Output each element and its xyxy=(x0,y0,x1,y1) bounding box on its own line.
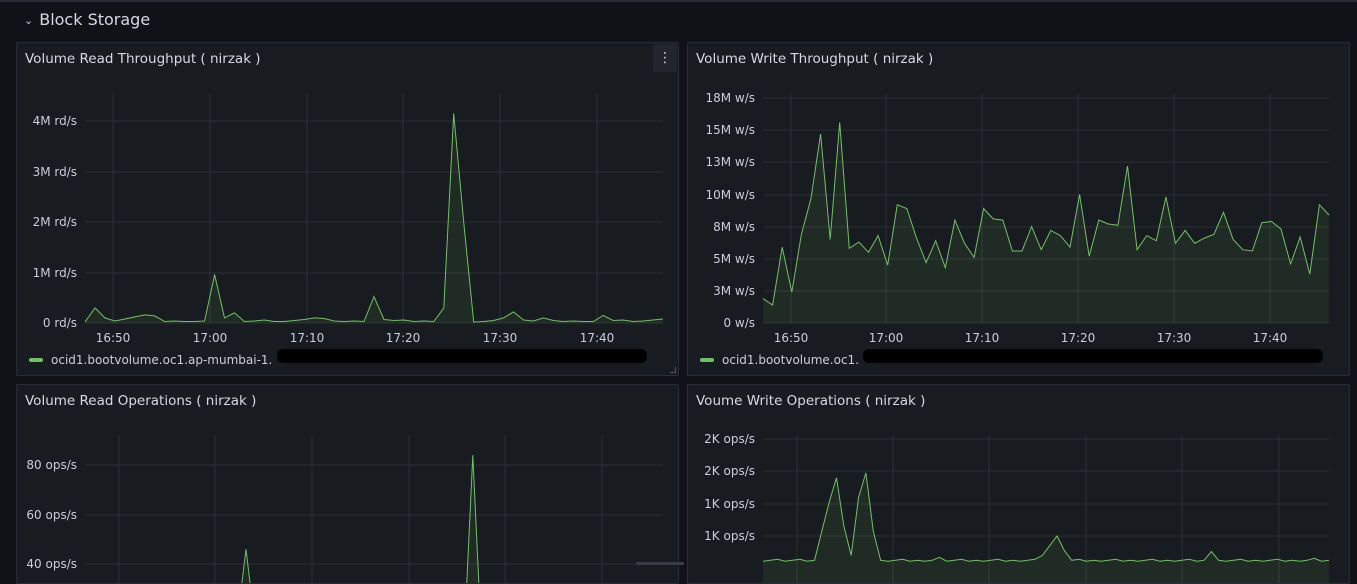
panel-title[interactable]: Volume Write Throughput ( nirzak ) xyxy=(696,51,934,67)
y-tick-label: 1M rd/s xyxy=(33,266,77,280)
series-line xyxy=(762,472,1330,562)
top-divider xyxy=(0,0,1357,2)
series-line xyxy=(762,122,1330,306)
x-tick-label: 17:20 xyxy=(1061,331,1096,345)
write-throughput-chart[interactable]: 0 w/s 3M w/s 5M w/s 8M w/s 10M w/s 13M w/s 15M… xyxy=(688,43,1350,376)
x-tick-label: 16:50 xyxy=(774,331,809,345)
legend-label: ocid1.bootvolume.oc1. xyxy=(722,353,860,367)
y-tick-label: 60 ops/s xyxy=(26,508,77,522)
redaction-mark xyxy=(277,349,647,363)
panel-title[interactable]: Volume Read Throughput ( nirzak ) xyxy=(25,51,261,67)
row-title: Block Storage xyxy=(39,9,151,29)
panel-title[interactable]: Voume Write Operations ( nirzak ) xyxy=(696,393,926,409)
panel-write-operations[interactable]: Voume Write Operations ( nirzak ) 1K ops… xyxy=(687,384,1350,584)
legend-swatch xyxy=(700,358,714,362)
x-tick-label: 17:40 xyxy=(580,331,615,345)
panel-write-throughput[interactable]: Volume Write Throughput ( nirzak ) 0 w/s… xyxy=(687,42,1350,376)
y-tick-label: 3M w/s xyxy=(713,284,755,298)
x-tick-label: 17:40 xyxy=(1253,331,1288,345)
y-tick-label: 0 rd/s xyxy=(43,316,77,330)
x-tick-label: 17:00 xyxy=(869,331,904,345)
x-tick-label: 17:10 xyxy=(965,331,1000,345)
panel-read-operations[interactable]: Volume Read Operations ( nirzak ) 40 ops… xyxy=(16,384,679,584)
y-tick-label: 0 w/s xyxy=(723,316,755,330)
x-tick-label: 17:30 xyxy=(1157,331,1192,345)
y-tick-label: 15M w/s xyxy=(705,123,755,137)
y-tick-label: 40 ops/s xyxy=(26,557,77,571)
resize-handle[interactable] xyxy=(670,367,676,373)
series-area xyxy=(85,113,663,324)
y-tick-label: 8M w/s xyxy=(713,220,755,234)
read-throughput-chart[interactable]: 0 rd/s 1M rd/s 2M rd/s 3M rd/s 4M rd/s 16:50 1… xyxy=(17,43,679,376)
series-line xyxy=(84,113,664,323)
y-tick-label: 1K ops/s xyxy=(704,529,755,543)
panel-read-throughput[interactable]: Volume Read Throughput ( nirzak ) ⋮ 0 rd… xyxy=(16,42,679,376)
y-tick-label: 80 ops/s xyxy=(26,458,77,472)
legend-item[interactable]: ocid1.bootvolume.oc1.ap-mumbai-1. xyxy=(29,353,649,367)
y-tick-label: 3M rd/s xyxy=(33,165,77,179)
x-tick-label: 17:00 xyxy=(193,331,228,345)
row-collapse-toggle[interactable]: ⌄ Block Storage xyxy=(24,8,150,30)
x-tick-label: 17:10 xyxy=(290,331,325,345)
x-tick-label: 17:30 xyxy=(483,331,518,345)
write-operations-chart[interactable]: 1K ops/s 1K ops/s 2K ops/s 2K ops/s xyxy=(688,385,1350,584)
series-line xyxy=(241,455,480,583)
y-tick-label: 1K ops/s xyxy=(704,497,755,511)
y-tick-label: 2K ops/s xyxy=(704,432,755,446)
legend-label: ocid1.bootvolume.oc1.ap-mumbai-1. xyxy=(51,353,273,367)
y-tick-label: 2M rd/s xyxy=(33,215,77,229)
series-area xyxy=(763,472,1329,583)
series-area xyxy=(241,455,479,583)
scrollbar[interactable] xyxy=(636,562,684,565)
read-operations-chart[interactable]: 40 ops/s 60 ops/s 80 ops/s xyxy=(17,385,679,584)
panel-menu-icon[interactable]: ⋮ xyxy=(653,44,677,72)
panel-title[interactable]: Volume Read Operations ( nirzak ) xyxy=(25,393,257,409)
y-tick-label: 13M w/s xyxy=(705,155,755,169)
redaction-mark xyxy=(863,349,1323,363)
legend-swatch xyxy=(29,358,43,362)
y-tick-label: 10M w/s xyxy=(705,188,755,202)
y-tick-label: 18M w/s xyxy=(705,91,755,105)
x-tick-label: 17:20 xyxy=(386,331,421,345)
series-area xyxy=(763,122,1329,324)
y-tick-label: 4M rd/s xyxy=(33,114,77,128)
y-tick-label: 2K ops/s xyxy=(704,464,755,478)
chevron-down-icon: ⌄ xyxy=(24,13,34,27)
legend-item[interactable]: ocid1.bootvolume.oc1. xyxy=(700,353,1320,367)
y-tick-label: 5M w/s xyxy=(713,252,755,266)
x-tick-label: 16:50 xyxy=(96,331,131,345)
